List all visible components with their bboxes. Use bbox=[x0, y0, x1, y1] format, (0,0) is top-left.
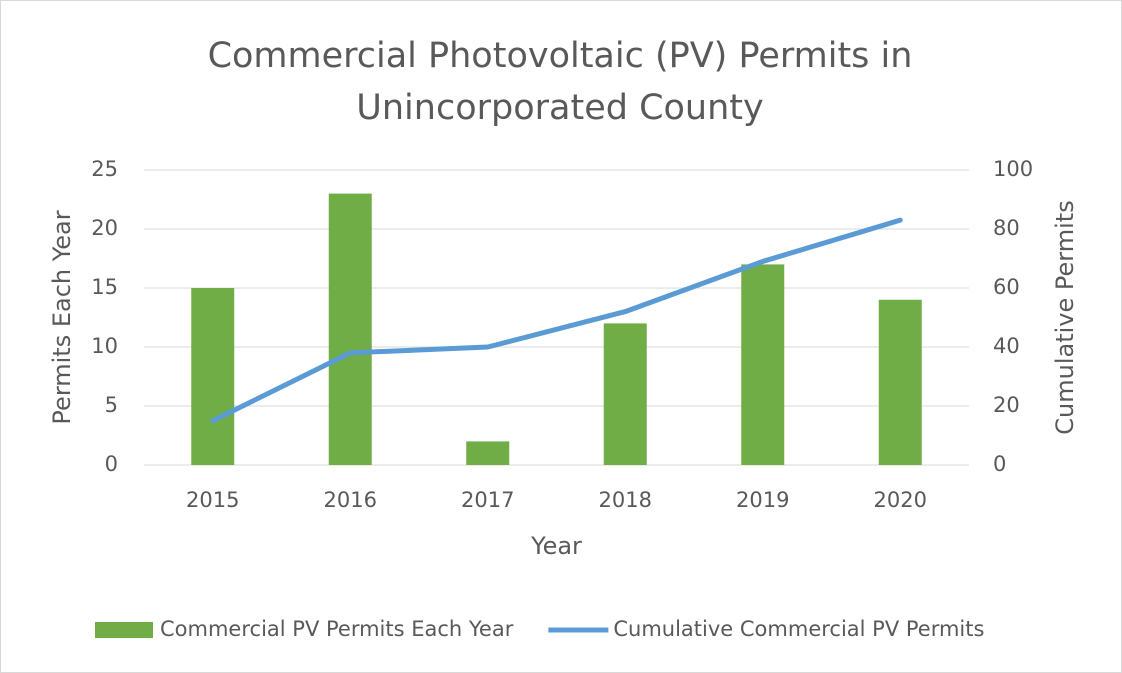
bar bbox=[328, 193, 372, 465]
y-tick-label: 20 bbox=[91, 216, 118, 240]
y-tick-label: 10 bbox=[91, 334, 118, 358]
y-tick-label: 5 bbox=[105, 393, 118, 417]
x-axis-title: Year bbox=[530, 532, 582, 560]
bar bbox=[191, 288, 235, 465]
y2-tick-label: 100 bbox=[993, 157, 1033, 181]
x-tick-label: 2017 bbox=[461, 488, 514, 512]
x-tick-label: 2015 bbox=[186, 488, 239, 512]
bar bbox=[466, 441, 510, 465]
y2-tick-label: 60 bbox=[993, 275, 1020, 299]
bar bbox=[603, 323, 647, 465]
chart-title: Commercial Photovoltaic (PV) Permits in … bbox=[207, 36, 913, 128]
y2-tick-label: 40 bbox=[993, 334, 1020, 358]
legend-label: Commercial PV Permits Each Year bbox=[160, 617, 514, 641]
y-tick-label: 15 bbox=[91, 275, 118, 299]
y2-tick-label: 80 bbox=[993, 216, 1020, 240]
y2-tick-label: 20 bbox=[993, 393, 1020, 417]
x-tick-label: 2019 bbox=[736, 488, 789, 512]
y2-tick-label: 0 bbox=[993, 452, 1006, 476]
y2-axis-title: Cumulative Permits bbox=[1051, 200, 1079, 434]
x-tick-label: 2018 bbox=[599, 488, 652, 512]
legend-swatch bbox=[95, 622, 153, 638]
bar bbox=[741, 264, 785, 465]
y-tick-label: 25 bbox=[91, 157, 118, 181]
x-tick-label: 2020 bbox=[874, 488, 927, 512]
line bbox=[210, 217, 903, 424]
y-axis-title: Permits Each Year bbox=[48, 210, 76, 424]
x-tick-label: 2016 bbox=[324, 488, 377, 512]
y-tick-label: 0 bbox=[105, 452, 118, 476]
legend-label: Cumulative Commercial PV Permits bbox=[613, 617, 984, 641]
bar bbox=[878, 299, 922, 465]
